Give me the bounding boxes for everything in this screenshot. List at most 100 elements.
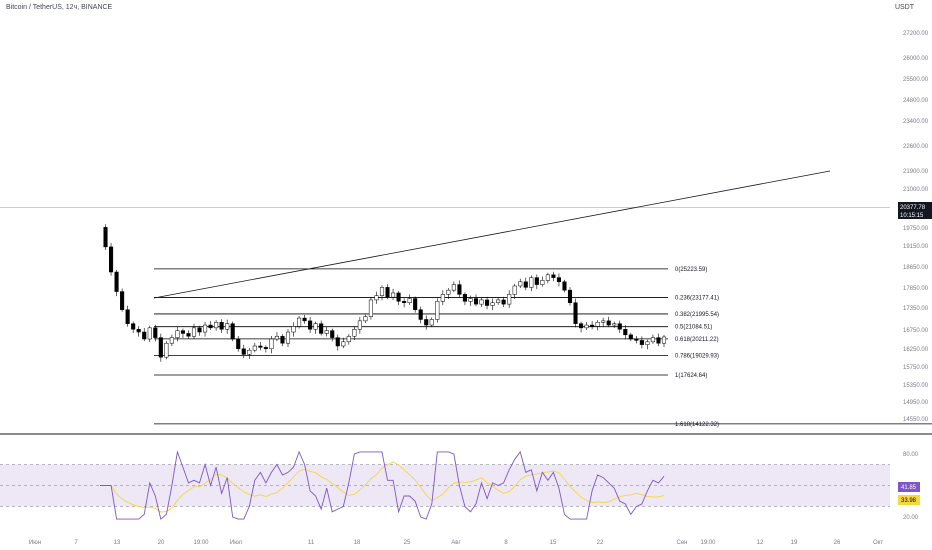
x-tick-label: Сен <box>677 540 688 546</box>
candle-body <box>280 335 285 344</box>
candle-body <box>379 287 385 296</box>
candle-body <box>363 316 368 322</box>
candle-body <box>341 341 346 347</box>
rsi-ma-value: 33.98 <box>901 498 917 504</box>
x-tick-label: 26 <box>834 540 841 546</box>
candle-body <box>357 320 362 330</box>
candle-body <box>114 271 119 292</box>
candle-body <box>418 309 423 320</box>
candle-body <box>413 298 418 310</box>
x-tick-label: 7 <box>74 540 78 546</box>
candle-body <box>584 324 589 329</box>
candle-body <box>562 281 567 291</box>
currency-unit[interactable]: USDT <box>894 4 914 11</box>
candle-body <box>346 335 351 343</box>
candle-body <box>374 295 379 301</box>
candle-body <box>197 327 202 333</box>
candle-body <box>579 323 584 329</box>
candle-body <box>396 292 401 302</box>
candle-body <box>534 277 539 285</box>
candle-body <box>490 302 495 306</box>
price-tick-label: 27200.00 <box>903 31 929 37</box>
candle-countdown: 10:15:15 <box>900 213 924 219</box>
price-tick-label: 14550.00 <box>903 417 929 423</box>
candle-body <box>158 337 163 358</box>
candle-body <box>191 327 197 337</box>
candle-body <box>440 294 445 302</box>
candle-body <box>169 337 174 344</box>
candle-body <box>402 301 407 303</box>
x-tick-label: 19:00 <box>193 540 209 546</box>
candle-body <box>263 347 268 350</box>
candle-body <box>269 338 274 350</box>
candle-body <box>385 287 390 298</box>
fib-level-label: 0(25223.59) <box>675 267 707 273</box>
candle-body <box>485 299 490 306</box>
x-tick-label: 25 <box>404 540 411 546</box>
x-tick-label: 15 <box>550 540 557 546</box>
candle-body <box>203 324 208 333</box>
fib-level-label: 1.618(14122.32) <box>675 422 719 428</box>
candle-body <box>479 299 484 305</box>
candle-body <box>496 299 501 303</box>
candle-body <box>125 309 130 324</box>
candle-body <box>297 317 302 327</box>
rsi-value-tag <box>898 482 920 492</box>
fib-level-label: 0.236(23177.41) <box>675 295 719 301</box>
x-tick-label: Окт <box>873 540 883 546</box>
candle-body <box>512 285 517 295</box>
candle-body <box>330 330 335 338</box>
candle-body <box>258 345 263 348</box>
price-tick-label: 15350.00 <box>903 383 929 389</box>
candle-body <box>623 328 628 336</box>
candle-body <box>131 323 136 330</box>
symbol-title[interactable]: Bitcoin / TetherUS, 12ч, BINANCE <box>6 4 113 11</box>
price-tick-label: 19150.00 <box>903 244 929 250</box>
price-tick-label: 19750.00 <box>903 226 929 232</box>
price-tick-label: 15750.00 <box>903 365 929 371</box>
candle-body <box>142 331 147 340</box>
candle-body <box>540 280 545 285</box>
candle-body <box>274 335 279 340</box>
x-tick-label: Июн <box>29 540 41 546</box>
candle-body <box>368 299 373 317</box>
candle-body <box>645 341 650 345</box>
candle-body <box>595 322 600 327</box>
price-tick-label: 18650.00 <box>903 265 929 271</box>
candle-body <box>628 334 633 340</box>
candle-body <box>639 340 644 345</box>
candle-body <box>601 320 606 323</box>
candle-body <box>501 299 506 305</box>
rsi-tick-label: 20.00 <box>903 515 919 521</box>
candle-body <box>103 227 108 248</box>
candle-body <box>164 342 169 358</box>
axes: 27200.00 26000.00 25500.00 24800.00 23400.00… <box>0 31 932 546</box>
x-tick-label: 12 <box>757 540 764 546</box>
price-pane: 0(25223.59) 0.236(23177.41) 0.382(21995.54… <box>0 170 932 428</box>
x-tick-label: 13 <box>114 540 121 546</box>
rsi-line <box>100 450 665 520</box>
last-price-tag <box>898 202 932 219</box>
fib-level-label: 0.618(20211.22) <box>675 337 719 343</box>
candle-body <box>186 333 191 337</box>
candle-body <box>308 320 313 330</box>
candle-body <box>507 294 512 305</box>
candle-body <box>219 322 224 330</box>
candle-body <box>230 323 235 340</box>
candle-body <box>208 324 213 329</box>
candle-body <box>319 323 324 334</box>
price-tick-label: 17850.00 <box>903 286 929 292</box>
candle-body <box>109 246 114 273</box>
price-tick-label: 22600.00 <box>903 144 929 150</box>
price-tick-label: 24800.00 <box>903 98 929 104</box>
candle-body <box>590 324 595 327</box>
candle-body <box>473 298 479 305</box>
candle-body <box>435 301 440 320</box>
rsi-pane <box>0 450 890 520</box>
price-tick-label: 21000.00 <box>903 187 929 193</box>
candle-body <box>252 345 257 351</box>
fib-level-label: 1(17624.64) <box>675 373 707 379</box>
candle-body <box>567 289 573 303</box>
candle-body <box>153 327 158 338</box>
candle-body <box>175 330 180 338</box>
